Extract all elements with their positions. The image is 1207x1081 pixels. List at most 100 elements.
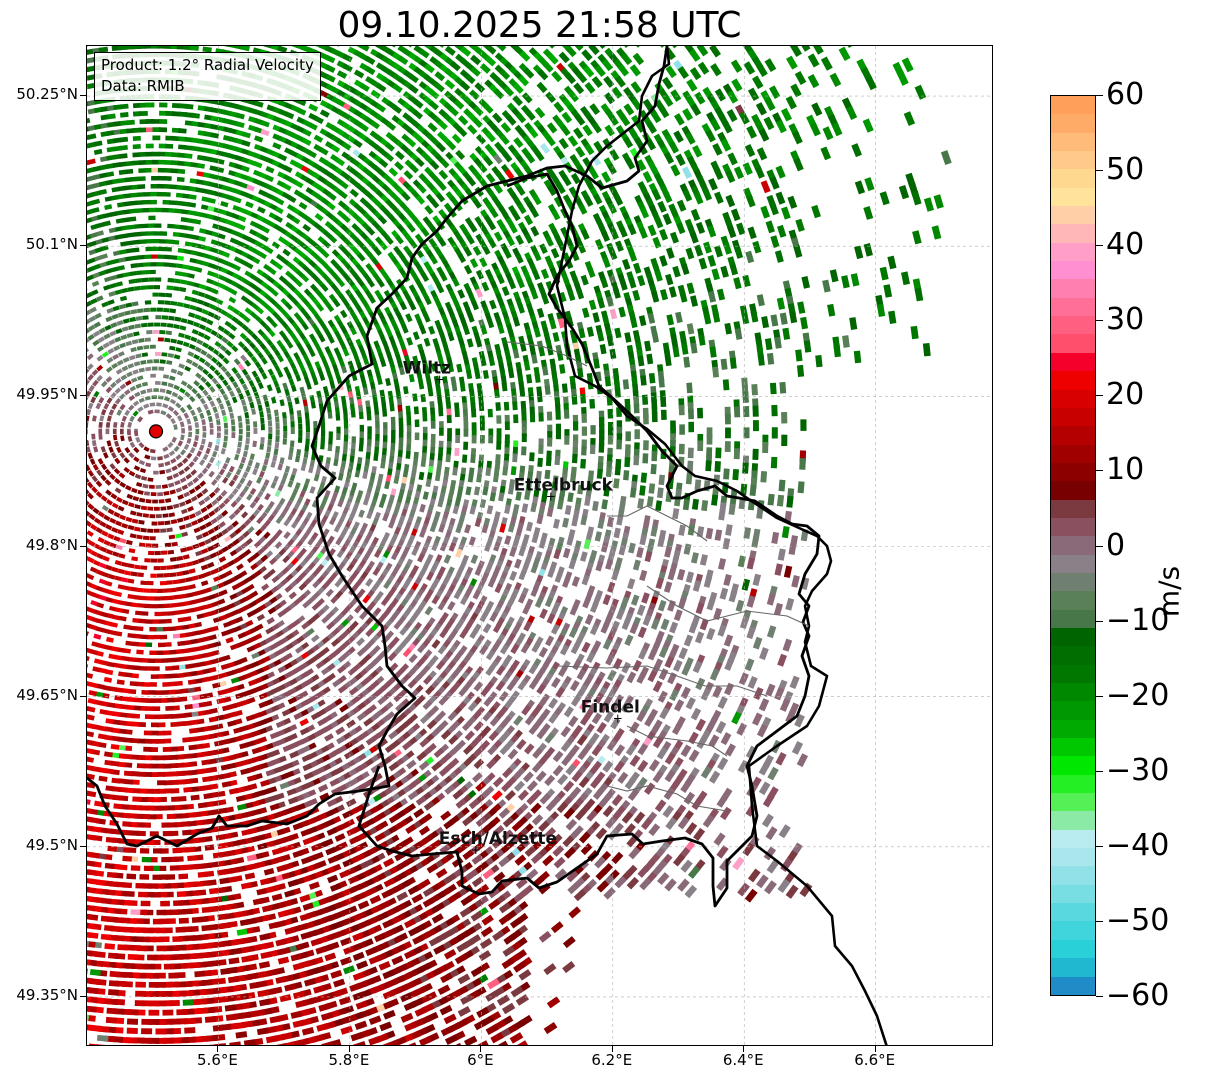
colorbar-tick-label: 10	[1106, 452, 1145, 488]
colorbar-band	[1051, 664, 1095, 683]
colorbar-tick-label: 20	[1106, 377, 1145, 413]
colorbar-band	[1051, 444, 1095, 463]
colorbar-band	[1051, 627, 1095, 647]
colorbar-band	[1051, 481, 1095, 500]
lon-tick-label: 6°E	[467, 1051, 494, 1069]
colorbar-band	[1051, 829, 1095, 849]
colorbar-band	[1051, 719, 1095, 739]
colorbar-band	[1051, 683, 1095, 702]
colorbar-band	[1051, 114, 1095, 133]
colorbar-tick-label: 0	[1106, 527, 1126, 563]
radar-map[interactable]: + Wiltz + Ettelbruck + Findel + Esch/Alzette	[86, 45, 993, 1046]
colorbar-band	[1051, 756, 1095, 775]
city-marker: +	[435, 372, 445, 386]
colorbar-band	[1051, 426, 1095, 445]
colorbar-band	[1051, 958, 1095, 977]
colorbar-band	[1051, 591, 1095, 610]
colorbar-band	[1051, 921, 1095, 940]
colorbar-tick-mark	[1096, 545, 1103, 547]
colorbar-band	[1051, 242, 1095, 262]
lat-tick-label: 49.35°N	[16, 985, 78, 1004]
lat-tick-mark	[80, 395, 86, 397]
data-source-label: Data: RMIB	[101, 77, 185, 95]
colorbar-band	[1051, 352, 1095, 372]
lon-tick-label: 6.4°E	[722, 1051, 764, 1069]
colorbar-tick-mark	[1096, 845, 1103, 847]
colorbar-band	[1051, 646, 1095, 665]
city-marker: +	[613, 712, 623, 726]
colorbar-tick-mark	[1096, 245, 1103, 247]
lon-tick-label: 6.2°E	[591, 1051, 633, 1069]
lon-tick-mark	[874, 1046, 876, 1052]
colorbar-band	[1051, 151, 1095, 170]
colorbar-tick-mark	[1096, 996, 1103, 997]
colorbar-band	[1051, 517, 1095, 537]
colorbar-band	[1051, 884, 1095, 904]
colorbar-tick-mark	[1096, 395, 1103, 397]
colorbar-bands	[1051, 96, 1095, 995]
colorbar-tick-mark	[1096, 770, 1103, 772]
colorbar-tick-label: −50	[1106, 902, 1170, 938]
colorbar-band	[1051, 939, 1095, 959]
colorbar-band	[1051, 903, 1095, 922]
colorbar-band	[1051, 462, 1095, 482]
lat-tick-label: 49.8°N	[25, 535, 78, 554]
colorbar-band	[1051, 187, 1095, 207]
city-label: Esch/Alzette	[439, 829, 557, 849]
colorbar-band	[1051, 261, 1095, 280]
lon-tick-mark	[217, 1046, 219, 1052]
colorbar-band	[1051, 297, 1095, 317]
colorbar-band	[1051, 407, 1095, 427]
lat-tick-label: 49.65°N	[16, 685, 78, 704]
colorbar-band	[1051, 554, 1095, 573]
colorbar-band	[1051, 169, 1095, 188]
country-border-germany	[555, 46, 888, 1045]
map-canvas: +Wiltz+Ettelbruck+Findel+Esch/Alzette	[87, 46, 992, 1045]
colorbar-tick-label: −20	[1106, 677, 1170, 713]
colorbar-tick-mark	[1096, 920, 1103, 922]
colorbar-tick-mark	[1096, 95, 1103, 96]
lat-tick-mark	[80, 95, 86, 97]
product-label: Product: 1.2° Radial Velocity	[101, 56, 314, 74]
colorbar-band	[1051, 811, 1095, 830]
city-label: Wiltz	[403, 358, 452, 378]
city-marker: +	[471, 843, 481, 857]
colorbar-band	[1051, 572, 1095, 592]
colorbar-band	[1051, 793, 1095, 812]
chart-title: 09.10.2025 21:58 UTC	[337, 5, 742, 46]
lon-tick-mark	[480, 1046, 482, 1052]
colorbar-tick-label: −40	[1106, 827, 1170, 863]
colorbar-band	[1051, 701, 1095, 720]
colorbar-band	[1051, 774, 1095, 794]
lat-tick-mark	[80, 845, 86, 847]
colorbar-band	[1051, 279, 1095, 298]
colorbar-band	[1051, 132, 1095, 152]
lat-tick-label: 49.5°N	[25, 835, 78, 854]
country-border-belgium	[87, 46, 669, 848]
colorbar-tick-mark	[1096, 470, 1103, 472]
lon-tick-mark	[348, 1046, 350, 1052]
colorbar-unit-container: m/s	[1153, 566, 1199, 617]
colorbar-tick-mark	[1096, 620, 1103, 622]
lat-tick-mark	[80, 995, 86, 997]
colorbar-unit: m/s	[1152, 565, 1186, 618]
lat-tick-label: 50.1°N	[25, 235, 78, 254]
colorbar-band	[1051, 609, 1095, 628]
colorbar-tick-label: −10	[1106, 602, 1170, 638]
city-esch-alzette: +Esch/Alzette	[439, 829, 557, 857]
colorbar-tick-label: 50	[1106, 152, 1145, 188]
lat-tick-label: 50.25°N	[16, 85, 78, 104]
colorbar-band	[1051, 866, 1095, 885]
lat-tick-mark	[80, 545, 86, 547]
lon-tick-mark	[611, 1046, 613, 1052]
colorbar-band	[1051, 206, 1095, 225]
lat-tick-mark	[80, 245, 86, 247]
city-findel: +Findel	[581, 698, 640, 726]
colorbar-tick-mark	[1096, 320, 1103, 322]
colorbar-tick-label: −30	[1106, 752, 1170, 788]
colorbar-band	[1051, 499, 1095, 518]
colorbar-tick-label: 60	[1106, 77, 1145, 112]
colorbar-band	[1051, 224, 1095, 243]
colorbar-tick-mark	[1096, 695, 1103, 697]
city-marker: +	[546, 489, 556, 503]
